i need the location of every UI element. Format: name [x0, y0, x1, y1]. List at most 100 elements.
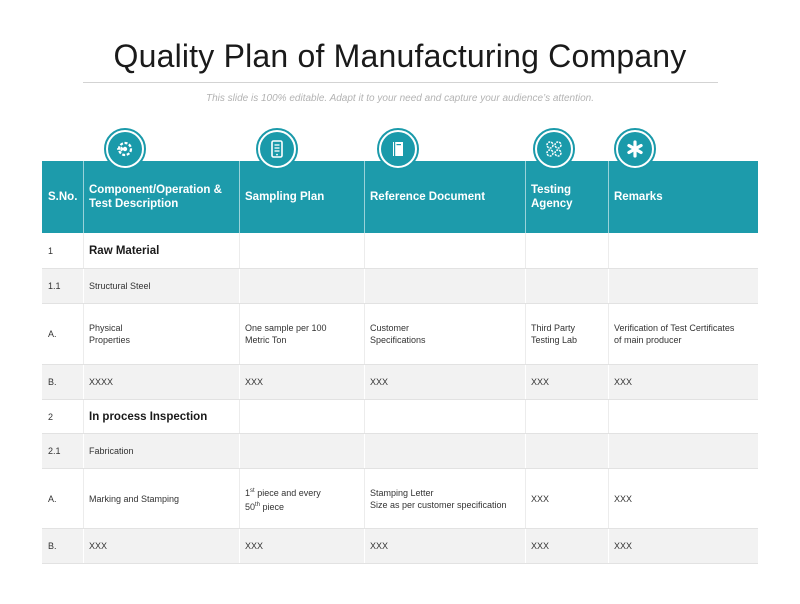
table-row: A. Marking and Stamping 1st piece and ever… [42, 469, 758, 529]
cell-testing-agency-text: XXX [531, 541, 550, 551]
column-divider [239, 365, 240, 399]
cell-sno-text: B. [48, 377, 57, 387]
table-row: 2.1 Fabrication [42, 434, 758, 469]
cell-sno: 1.1 [42, 269, 83, 303]
cell-description: Marking and Stamping [83, 469, 239, 528]
column-divider [525, 365, 526, 399]
cell-sno: B. [42, 529, 83, 563]
cell-testing-agency-text: Third Party Testing Lab [531, 323, 578, 345]
cell-description-text: In process Inspection [89, 410, 208, 423]
cell-sno-text: B. [48, 541, 57, 551]
cell-description-text: Marking and Stamping [89, 493, 180, 504]
column-divider [525, 469, 526, 528]
cell-testing-agency: Third Party Testing Lab [525, 304, 608, 364]
column-divider [239, 529, 240, 563]
column-divider [364, 304, 365, 364]
column-divider [239, 434, 240, 468]
cell-testing-agency: XXX [525, 365, 608, 399]
cell-sampling-plan [239, 233, 364, 268]
cell-testing-agency [525, 400, 608, 433]
table-row: B. XXX XXX XXX XXX XXX [42, 529, 758, 564]
column-divider [608, 233, 609, 268]
slide-title: Quality Plan of Manufacturing Company [113, 38, 687, 74]
column-divider [525, 400, 526, 433]
cell-remarks-text: Verification of Test Certificates of main… [614, 323, 735, 345]
header-divider [525, 161, 526, 233]
header-component: Component/Operation & Test Description [89, 184, 222, 210]
header-divider [364, 161, 365, 233]
cell-reference-document: XXX [364, 529, 525, 563]
column-divider [364, 469, 365, 528]
header-divider [83, 161, 84, 233]
table-header [42, 161, 758, 233]
cell-description: Structural Steel [83, 269, 239, 303]
cell-sno: 1 [42, 233, 83, 268]
cell-description: In process Inspection [83, 400, 239, 433]
column-divider [525, 529, 526, 563]
column-divider [83, 365, 84, 399]
table-row: 2 In process Inspection [42, 400, 758, 434]
cell-sno: A. [42, 469, 83, 528]
cell-testing-agency-text: XXX [531, 377, 550, 387]
cell-reference-document [364, 434, 525, 468]
cell-description-text: Physical Properties [89, 323, 131, 345]
cell-remarks-text: XXX [614, 541, 633, 551]
cell-sno-text: 1.1 [48, 281, 61, 291]
column-divider [239, 400, 240, 433]
cell-remarks [608, 400, 758, 433]
cell-testing-agency [525, 233, 608, 268]
cell-description-text: Raw Material [89, 244, 160, 257]
table-row: 1 Raw Material [42, 233, 758, 269]
cell-description: XXX [83, 529, 239, 563]
cell-description-text: Fabrication [89, 446, 134, 456]
header-reference-document: Reference Document [370, 191, 486, 203]
asterisk-icon [614, 128, 656, 170]
cell-testing-agency-text: XXX [531, 493, 550, 504]
column-divider [239, 469, 240, 528]
cell-reference-document-text: Customer Specifications [370, 323, 426, 345]
column-divider [525, 233, 526, 268]
cell-reference-document-text: XXX [370, 541, 389, 551]
cell-sampling-plan [239, 434, 364, 468]
column-divider [364, 529, 365, 563]
cell-reference-document: XXX [364, 365, 525, 399]
column-divider [364, 434, 365, 468]
column-divider [364, 233, 365, 268]
header-sampling-plan: Sampling Plan [245, 191, 325, 203]
column-divider [83, 233, 84, 268]
column-divider [83, 304, 84, 364]
cell-sno-text: A. [48, 329, 57, 339]
table-row: 1.1 Structural Steel [42, 269, 758, 304]
cell-sampling-plan: XXX [239, 365, 364, 399]
table-row: A. Physical Properties One sample per 100 Me… [42, 304, 758, 365]
column-divider [608, 269, 609, 303]
cell-sno-text: 1 [48, 245, 54, 256]
cell-sno: B. [42, 365, 83, 399]
cell-remarks: Verification of Test Certificates of main… [608, 304, 758, 364]
gears-cluster-icon [533, 128, 575, 170]
cell-description: XXXX [83, 365, 239, 399]
book-icon [377, 128, 419, 170]
cell-remarks-text: XXX [614, 377, 633, 387]
column-divider [239, 304, 240, 364]
cell-reference-document-text: XXX [370, 377, 389, 387]
column-divider [525, 269, 526, 303]
cell-sno-text: 2.1 [48, 446, 61, 456]
cell-sno: 2 [42, 400, 83, 433]
cell-testing-agency [525, 434, 608, 468]
cell-sampling-plan: XXX [239, 529, 364, 563]
cell-remarks-text: XXX [614, 493, 633, 504]
cell-sampling-plan [239, 400, 364, 433]
cell-description: Fabrication [83, 434, 239, 468]
column-divider [239, 233, 240, 268]
cell-remarks: XXX [608, 469, 758, 528]
column-divider [83, 400, 84, 433]
column-divider [608, 529, 609, 563]
cell-sno-text: A. [48, 493, 57, 504]
cell-sno: A. [42, 304, 83, 364]
cell-description: Raw Material [83, 233, 239, 268]
header-divider [608, 161, 609, 233]
cell-description: Physical Properties [83, 304, 239, 364]
column-divider [83, 269, 84, 303]
cell-reference-document-text: Stamping Letter Size as per customer spec… [370, 487, 507, 510]
